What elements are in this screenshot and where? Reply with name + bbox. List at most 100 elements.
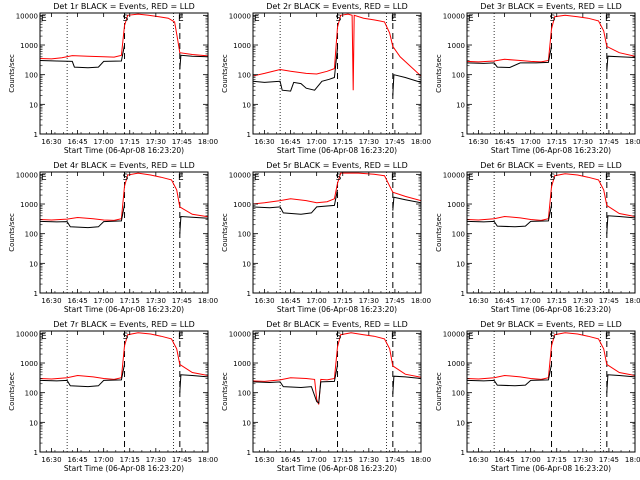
y-axis-label: Counts/sec <box>435 372 443 411</box>
plot-frame <box>252 12 422 135</box>
plot-frame <box>39 330 209 453</box>
events-series-line <box>179 374 208 393</box>
y-tick-label: 1 <box>34 131 38 139</box>
x-tick-label: 17:45 <box>385 138 405 146</box>
y-tick-label: 10 <box>456 260 465 268</box>
x-tick-label: 16:45 <box>494 297 514 305</box>
panel-4: Det 4r BLACK = Events, RED = LLD 1 10 100 10… <box>8 161 218 314</box>
x-tick-label: 17:15 <box>120 297 140 305</box>
panel-title: Det 2r BLACK = Events, RED = LLD <box>266 2 408 11</box>
lld-series-line <box>40 172 208 221</box>
x-tick-label: 17:00 <box>307 297 327 305</box>
x-tick-label: 17:00 <box>307 456 327 464</box>
panel-8: Det 8r BLACK = Events, RED = LLD 1 10 100 10… <box>221 320 431 473</box>
y-tick-label: 10 <box>29 101 38 109</box>
event-marker-label: E <box>468 14 474 24</box>
panel-3: Det 3r BLACK = Events, RED = LLD 1 10 100 10… <box>435 2 640 155</box>
x-axis-label: Start Time (06-Apr-08 16:23:20) <box>277 146 397 155</box>
plot-frame <box>252 171 422 294</box>
x-tick-label: 16:30 <box>254 456 274 464</box>
x-tick-label: 17:00 <box>307 138 327 146</box>
plot-frame <box>39 12 209 135</box>
lld-series-line <box>467 332 635 380</box>
y-tick-label: 100 <box>25 231 38 239</box>
y-tick-label: 10000 <box>16 12 38 20</box>
lld-series-line <box>467 173 635 221</box>
events-series-line <box>40 364 125 388</box>
events-series-line <box>40 44 125 69</box>
event-marker-label: S <box>336 14 342 24</box>
events-series-line <box>253 189 338 215</box>
series-group <box>40 172 208 234</box>
x-axis-label: Start Time (06-Apr-08 16:23:20) <box>277 464 397 473</box>
x-tick-label: 18:00 <box>625 138 640 146</box>
x-tick-label: 17:00 <box>521 456 541 464</box>
event-marker-label: E <box>254 14 260 24</box>
x-tick-label: 17:15 <box>120 138 140 146</box>
plot-frame <box>466 171 636 294</box>
y-tick-label: 10000 <box>229 330 251 338</box>
y-tick-label: 100 <box>25 390 38 398</box>
y-tick-label: 1 <box>247 290 251 298</box>
panel-title: Det 4r BLACK = Events, RED = LLD <box>53 161 195 170</box>
event-marker-label: S <box>550 14 556 24</box>
event-marker-label: E <box>605 14 611 24</box>
panel-title: Det 7r BLACK = Events, RED = LLD <box>53 320 195 329</box>
y-tick-label: 100 <box>25 72 38 80</box>
x-tick-label: 17:15 <box>547 138 567 146</box>
x-tick-label: 16:30 <box>41 456 61 464</box>
x-tick-label: 16:45 <box>280 138 300 146</box>
series-group <box>253 332 421 405</box>
y-axis-label: Counts/sec <box>221 54 229 93</box>
series-group <box>467 332 635 393</box>
event-marker-label: S <box>123 173 129 183</box>
y-tick-label: 10 <box>242 419 251 427</box>
series-group <box>467 173 635 234</box>
x-tick-label: 16:45 <box>67 138 87 146</box>
panel-1: Det 1r BLACK = Events, RED = LLD 1 10 100 10… <box>8 2 218 155</box>
y-tick-label: 10000 <box>229 171 251 179</box>
y-tick-label: 10000 <box>16 171 38 179</box>
plot-frame <box>39 171 209 294</box>
series-group <box>40 332 208 393</box>
lld-series-line <box>40 13 208 60</box>
y-tick-label: 10000 <box>443 12 465 20</box>
events-series-line <box>392 375 421 395</box>
event-marker-label: S <box>550 173 556 183</box>
x-tick-label: 17:00 <box>94 456 114 464</box>
y-axis-label: Counts/sec <box>221 213 229 252</box>
panel-title: Det 8r BLACK = Events, RED = LLD <box>266 320 408 329</box>
y-tick-label: 100 <box>238 231 251 239</box>
y-tick-label: 10 <box>456 419 465 427</box>
y-tick-label: 100 <box>452 390 465 398</box>
lld-series-line <box>253 332 421 405</box>
event-marker-label: E <box>41 173 47 183</box>
lld-series-line <box>253 172 421 205</box>
y-tick-label: 1 <box>247 449 251 457</box>
events-series-line <box>179 215 208 234</box>
x-axis-label: Start Time (06-Apr-08 16:23:20) <box>491 146 611 155</box>
y-tick-label: 1 <box>461 449 465 457</box>
y-tick-label: 10 <box>29 419 38 427</box>
events-series-line <box>467 364 552 387</box>
x-tick-label: 17:30 <box>146 456 166 464</box>
y-tick-label: 10 <box>456 101 465 109</box>
events-series-line <box>179 54 208 70</box>
x-tick-label: 17:45 <box>599 297 619 305</box>
x-tick-label: 18:00 <box>625 297 640 305</box>
plot-frame <box>466 12 636 135</box>
event-marker-label: E <box>178 14 184 24</box>
x-tick-label: 17:45 <box>599 456 619 464</box>
x-axis-label: Start Time (06-Apr-08 16:23:20) <box>64 464 184 473</box>
x-tick-label: 17:45 <box>385 456 405 464</box>
y-tick-label: 10000 <box>229 12 251 20</box>
x-tick-label: 16:30 <box>254 138 274 146</box>
y-tick-label: 1000 <box>447 42 465 50</box>
panel-title: Det 6r BLACK = Events, RED = LLD <box>480 161 622 170</box>
x-axis-label: Start Time (06-Apr-08 16:23:20) <box>64 305 184 314</box>
event-marker-label: E <box>468 332 474 342</box>
x-tick-label: 16:30 <box>254 297 274 305</box>
x-tick-label: 18:00 <box>198 138 218 146</box>
lld-series-line <box>467 14 635 63</box>
